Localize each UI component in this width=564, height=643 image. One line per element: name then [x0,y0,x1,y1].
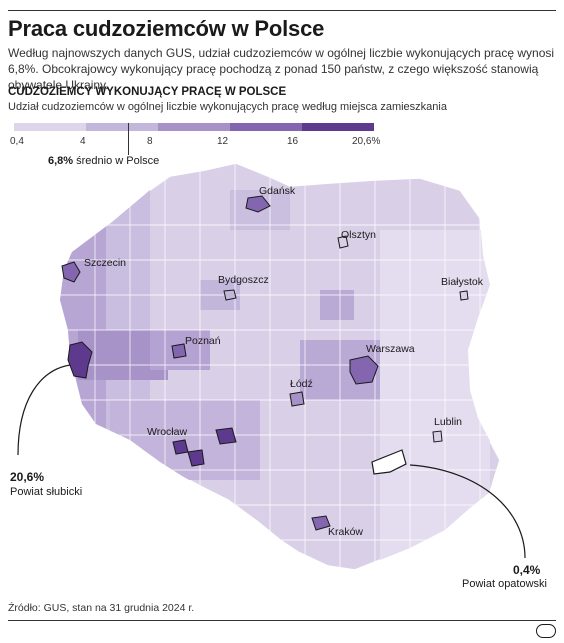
western-border-shade [60,163,106,470]
powiat-opatowski [371,449,407,475]
min-value: 0,4% [513,563,541,577]
average-label: 6,8% średnio w Polsce [48,155,159,167]
city-label: Lublin [434,416,463,428]
city-label: Szczecin [84,257,127,269]
district-lodz [289,391,305,407]
legend-step-3 [158,123,230,131]
district-bydgoszcz [223,289,237,301]
pap-logo [536,624,556,638]
city-label: Wrocław [147,426,188,438]
district-krakow [311,515,331,531]
legend-tick: 0,4 [10,136,24,147]
city-label: Łódź [290,378,313,390]
top-rule [8,10,556,11]
legend-step-4 [230,123,302,131]
legend-tick: 8 [147,136,153,147]
district-lublin [432,430,443,443]
max-value: 20,6% [10,470,45,484]
district-bialystok [459,290,469,301]
average-value: 6,8% [48,155,74,167]
legend-tick: 12 [217,136,229,147]
min-label: Powiat opatowski [462,578,547,590]
district-gdansk [245,195,271,213]
city-label: Poznań [185,335,221,347]
city-label: Gdańsk [259,185,296,197]
section-subtitle: Udział cudzoziemców w ogólnej liczbie wy… [8,101,447,113]
city-label: Olsztyn [341,229,377,241]
city-label: Bydgoszcz [218,274,269,286]
city-label: Kraków [328,526,364,538]
district-olsztyn [337,235,349,249]
page-title: Praca cudzoziemców w Polsce [8,16,325,41]
legend-step-2 [86,123,158,131]
section-title: CUDZOZIEMCY WYKONUJĄCY PRACĘ W POLSCE [8,86,287,98]
legend-tick: 20,6% [352,136,381,147]
district-poznan [171,343,187,359]
legend-tick: 4 [80,136,86,147]
average-marker [128,123,129,155]
district-szczecin [61,261,81,283]
callout-line-max [17,364,71,456]
legend-tick: 16 [287,136,299,147]
district-dark [215,427,237,445]
district-wroclaw [172,439,189,455]
district-near-wroclaw [187,449,205,467]
average-text: średnio w Polsce [76,155,160,167]
city-label: Warszawa [366,343,415,355]
legend-color-scale [14,123,374,131]
city-label: Białystok [441,276,484,288]
district-shade [320,290,354,320]
bottom-rule [8,620,556,621]
legend-step-1 [14,123,86,131]
callout-line-min [409,464,526,559]
lead-text: Według najnowszych danych GUS, udział cu… [8,46,555,92]
legend-step-5 [302,123,374,131]
powiat-slubicki [67,341,93,379]
source-note: Źródło: GUS, stan na 31 grudnia 2024 r. [8,602,195,614]
district-warszawa [349,355,379,385]
max-label: Powiat słubicki [10,486,83,498]
